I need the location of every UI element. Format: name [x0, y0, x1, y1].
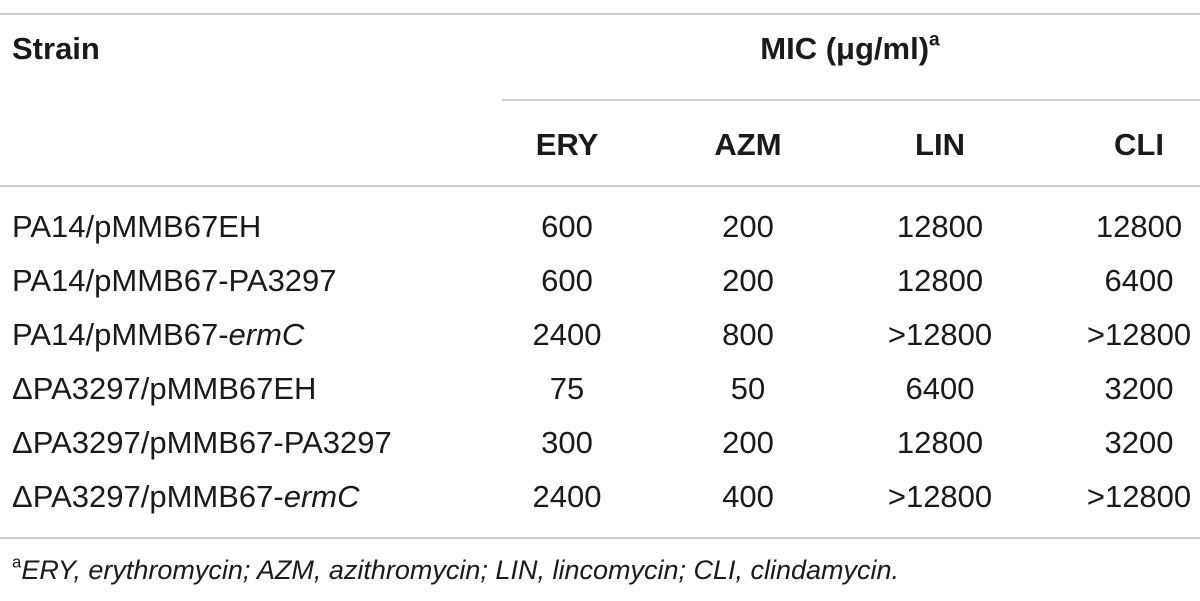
table-cell-cli: 6400 [1104, 263, 1174, 298]
table-cell-azm: 400 [722, 479, 774, 514]
table-row-strain: PA14/pMMB67-PA3297 [12, 263, 337, 299]
table-cell-azm: 50 [730, 371, 766, 406]
mic-group-header: MIC (μg/ml)a [760, 29, 940, 67]
table-cell-ery: 75 [549, 371, 585, 406]
table-cell-cli: 12800 [1095, 209, 1183, 244]
strain-name: PA14/pMMB67- [12, 317, 229, 352]
table-row-strain: ΔPA3297/pMMB67-PA3297 [12, 425, 392, 461]
table-cell-ery: 600 [541, 263, 593, 298]
table-top-rule [0, 13, 1200, 15]
table-cell-azm: 200 [722, 425, 774, 460]
strain-name-italic: ermC [283, 479, 360, 514]
column-header-lin: LIN [915, 127, 965, 162]
table-cell-lin: 12800 [896, 209, 984, 244]
strain-name-italic: ermC [228, 317, 305, 352]
strain-name: ΔPA3297/pMMB67- [12, 479, 284, 514]
table-cell-azm: 200 [722, 263, 774, 298]
header-bottom-rule [0, 185, 1200, 187]
table-row-strain: ΔPA3297/pMMB67EH [12, 371, 316, 407]
table-cell-ery: 600 [541, 209, 593, 244]
column-header-ery: ERY [535, 127, 599, 162]
footnote-marker: a [12, 552, 22, 572]
table-cell-ery: 2400 [532, 479, 602, 514]
table-footnote: aERY, erythromycin; AZM, azithromycin; L… [12, 553, 899, 587]
table-row-strain: PA14/pMMB67-ermC [12, 317, 304, 353]
table-cell-lin: 6400 [905, 371, 975, 406]
table-cell-lin: >12800 [887, 317, 993, 352]
table-bottom-rule [0, 537, 1200, 539]
table-cell-cli: 3200 [1104, 371, 1174, 406]
table-row-strain: PA14/pMMB67EH [12, 209, 261, 245]
table-cell-lin: 12800 [896, 263, 984, 298]
strain-name: ΔPA3297/pMMB67-PA3297 [12, 425, 392, 460]
mic-group-rule [502, 99, 1200, 101]
strain-name: ΔPA3297/pMMB67EH [12, 371, 317, 406]
table-row-strain: ΔPA3297/pMMB67-ermC [12, 479, 360, 515]
table-cell-cli: >12800 [1086, 479, 1192, 514]
table-cell-azm: 200 [722, 209, 774, 244]
table-cell-ery: 2400 [532, 317, 602, 352]
column-header-azm: AZM [714, 127, 782, 162]
footnote-text: ERY, erythromycin; AZM, azithromycin; LI… [21, 555, 900, 585]
strain-name: PA14/pMMB67-PA3297 [12, 263, 337, 298]
mic-group-header-text: MIC (μg/ml) [760, 31, 930, 66]
table-cell-ery: 300 [541, 425, 593, 460]
mic-footnote-marker: a [929, 29, 940, 51]
table-cell-cli: >12800 [1086, 317, 1192, 352]
strain-column-header: Strain [12, 31, 100, 66]
table-cell-cli: 3200 [1104, 425, 1174, 460]
column-header-cli: CLI [1114, 127, 1164, 162]
table-cell-lin: 12800 [896, 425, 984, 460]
table-cell-lin: >12800 [887, 479, 993, 514]
table-cell-azm: 800 [722, 317, 774, 352]
strain-name: PA14/pMMB67EH [12, 209, 262, 244]
